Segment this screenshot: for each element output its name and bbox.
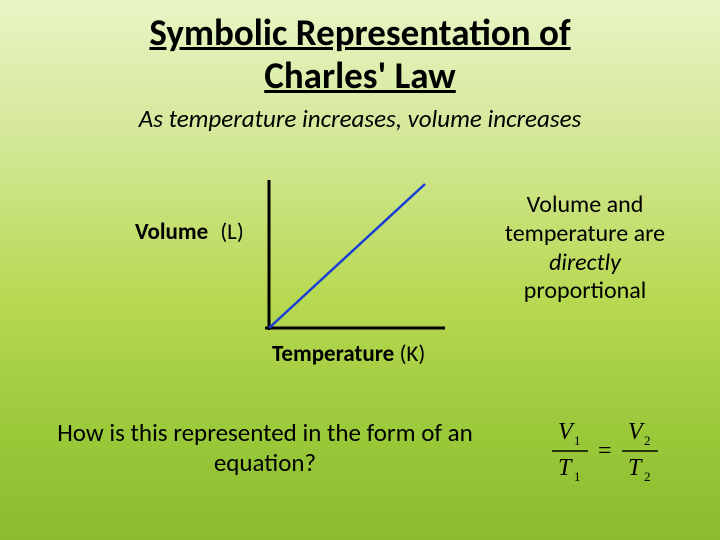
eq-equals: = (598, 438, 612, 464)
question-text: How is this represented in the form of a… (40, 418, 490, 478)
y-axis-unit: (L) (220, 218, 244, 246)
eq-v2: V (628, 419, 645, 445)
right-l3: directly (549, 248, 621, 277)
x-axis-label-text: Temperature (272, 340, 394, 368)
eq-t2: T (628, 455, 643, 481)
eq-sub4: 2 (644, 469, 651, 484)
eq-sub3: 2 (644, 433, 651, 448)
chart (265, 180, 445, 330)
slide-title: Symbolic Representation of Charles' Law (0, 0, 720, 97)
right-l1: Volume and (527, 190, 644, 219)
y-axis-label: Volume (L) (135, 218, 244, 246)
eq-sub1: 1 (574, 433, 581, 448)
eq-t1: T (558, 455, 573, 481)
eq-sub2: 1 (574, 469, 581, 484)
right-l4: proportional (524, 276, 647, 305)
eq-v1: V (558, 419, 575, 445)
x-axis-label: Temperature (K) (272, 340, 425, 368)
y-axis-label-text: Volume (135, 218, 208, 246)
x-axis-unit: (K) (399, 340, 425, 368)
subtitle: As temperature increases, volume increas… (0, 103, 720, 134)
proportional-text: Volume and temperature are directly prop… (480, 191, 690, 306)
title-line1: Symbolic Representation of (149, 10, 570, 55)
right-l2: temperature are (505, 219, 665, 248)
chart-data-line (269, 184, 425, 328)
equation: V 1 T 1 = V 2 T 2 (540, 415, 690, 485)
title-line2: Charles' Law (264, 53, 456, 98)
